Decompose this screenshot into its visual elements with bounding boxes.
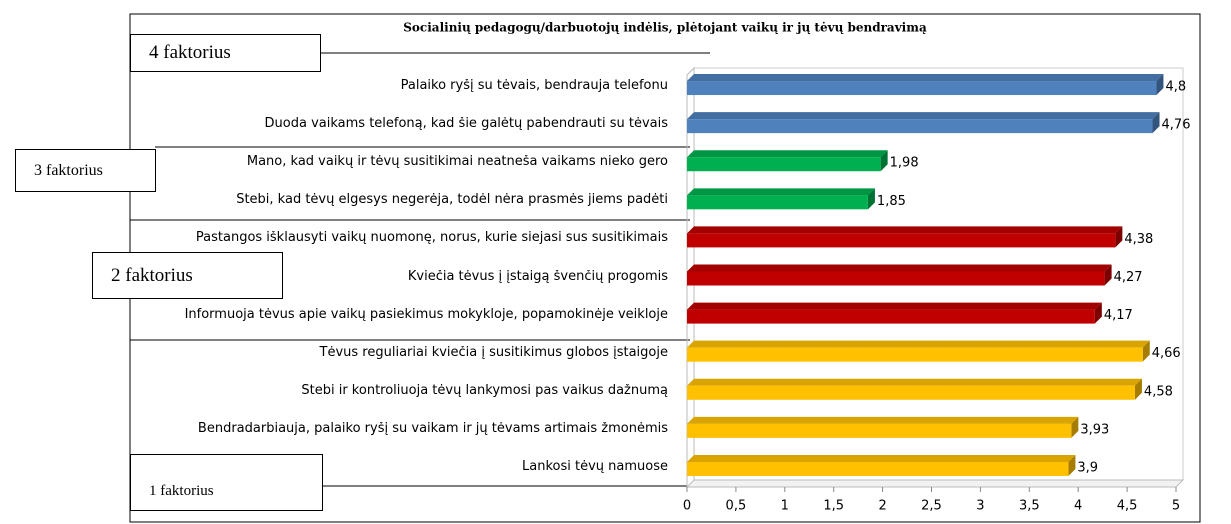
factor-label: 1 faktorius (130, 454, 323, 511)
x-tick-label: 5 (1172, 499, 1180, 514)
value-label: 4,58 (1144, 384, 1173, 399)
bar (687, 385, 1135, 400)
bar-side (867, 188, 875, 210)
bar-top (687, 378, 1142, 386)
bar-side (880, 150, 888, 172)
value-label: 4,8 (1165, 80, 1186, 95)
category-label: Bendradarbiauja, palaiko ryšį su vaikam … (197, 421, 668, 436)
bar-side (1104, 264, 1112, 286)
bar-top (687, 340, 1150, 348)
bar (687, 309, 1095, 324)
bar-side (1115, 226, 1123, 248)
bar-side (1142, 340, 1150, 362)
category-label: Mano, kad vaikų ir tėvų susitikimai neat… (246, 155, 668, 170)
x-tick-label: 1 (781, 499, 789, 514)
category-label: Stebi, kad tėvų elgesys negerėja, todėl … (236, 193, 668, 208)
x-tick-label: 0 (683, 499, 691, 514)
x-tick-label: 2 (878, 499, 886, 514)
axis-wall (694, 67, 1184, 480)
category-label: Informuoja tėvus apie vaikų pasiekimus m… (184, 307, 668, 322)
category-label: Tėvus reguliariai kviečia į susitikimus … (319, 345, 668, 360)
bar-top (687, 454, 1076, 462)
bar-side (1094, 302, 1102, 324)
bar-side (1156, 74, 1164, 96)
bar-top (687, 264, 1112, 272)
bar-top (687, 112, 1160, 120)
value-label: 1,98 (890, 156, 919, 171)
x-tick-label: 4 (1074, 499, 1082, 514)
value-label: 4,76 (1162, 118, 1191, 133)
bar-top (687, 226, 1123, 234)
x-tick-label: 4,5 (1117, 499, 1138, 514)
x-tick-label: 0,5 (726, 499, 747, 514)
value-label: 3,93 (1080, 422, 1109, 437)
bar (687, 233, 1116, 248)
value-label: 4,38 (1124, 232, 1153, 247)
category-label: Duoda vaikams telefoną, kad šie galėtų p… (264, 117, 668, 132)
category-label: Pastangos išklausyti vaikų nuomonę, noru… (195, 231, 668, 246)
x-tick-label: 3,5 (1019, 499, 1040, 514)
axis-floor (685, 479, 1185, 488)
bar (687, 119, 1153, 134)
factor-label: 2 faktorius (92, 252, 283, 299)
category-label: Kviečia tėvus į įstaigą švenčių progomis (407, 269, 668, 284)
category-label: Palaiko ryšį su tėvais, bendrauja telefo… (400, 79, 668, 94)
bar-top (687, 74, 1164, 82)
factor-label: 3 faktorius (15, 149, 156, 192)
x-tick-label: 1,5 (823, 499, 844, 514)
bar-top (687, 302, 1102, 310)
value-label: 4,66 (1152, 346, 1181, 361)
x-tick-label: 3 (976, 499, 984, 514)
bar-side (1152, 112, 1160, 134)
bar (687, 423, 1072, 438)
bar (687, 157, 881, 172)
chart-title: Socialinių pedagogų/darbuotojų indėlis, … (403, 21, 927, 35)
bar-top (687, 188, 875, 196)
category-label: Stebi ir kontroliuoja tėvų lankymosi pas… (301, 383, 668, 398)
bar (687, 195, 868, 210)
value-label: 1,85 (877, 194, 906, 209)
bar-side (1071, 416, 1079, 438)
factor-label: 4 faktorius (130, 34, 321, 72)
bar-side (1134, 378, 1142, 400)
value-label: 4,27 (1114, 270, 1143, 285)
category-label: Lankosi tėvų namuose (522, 459, 668, 474)
bar-top (687, 416, 1079, 424)
bar-top (687, 150, 888, 158)
bar-side (1068, 454, 1076, 476)
bar (687, 81, 1157, 96)
value-label: 4,17 (1104, 308, 1133, 323)
bar (687, 461, 1069, 476)
bar (687, 347, 1143, 362)
bar (687, 271, 1105, 286)
value-label: 3,9 (1077, 460, 1098, 475)
x-tick-label: 2,5 (921, 499, 942, 514)
